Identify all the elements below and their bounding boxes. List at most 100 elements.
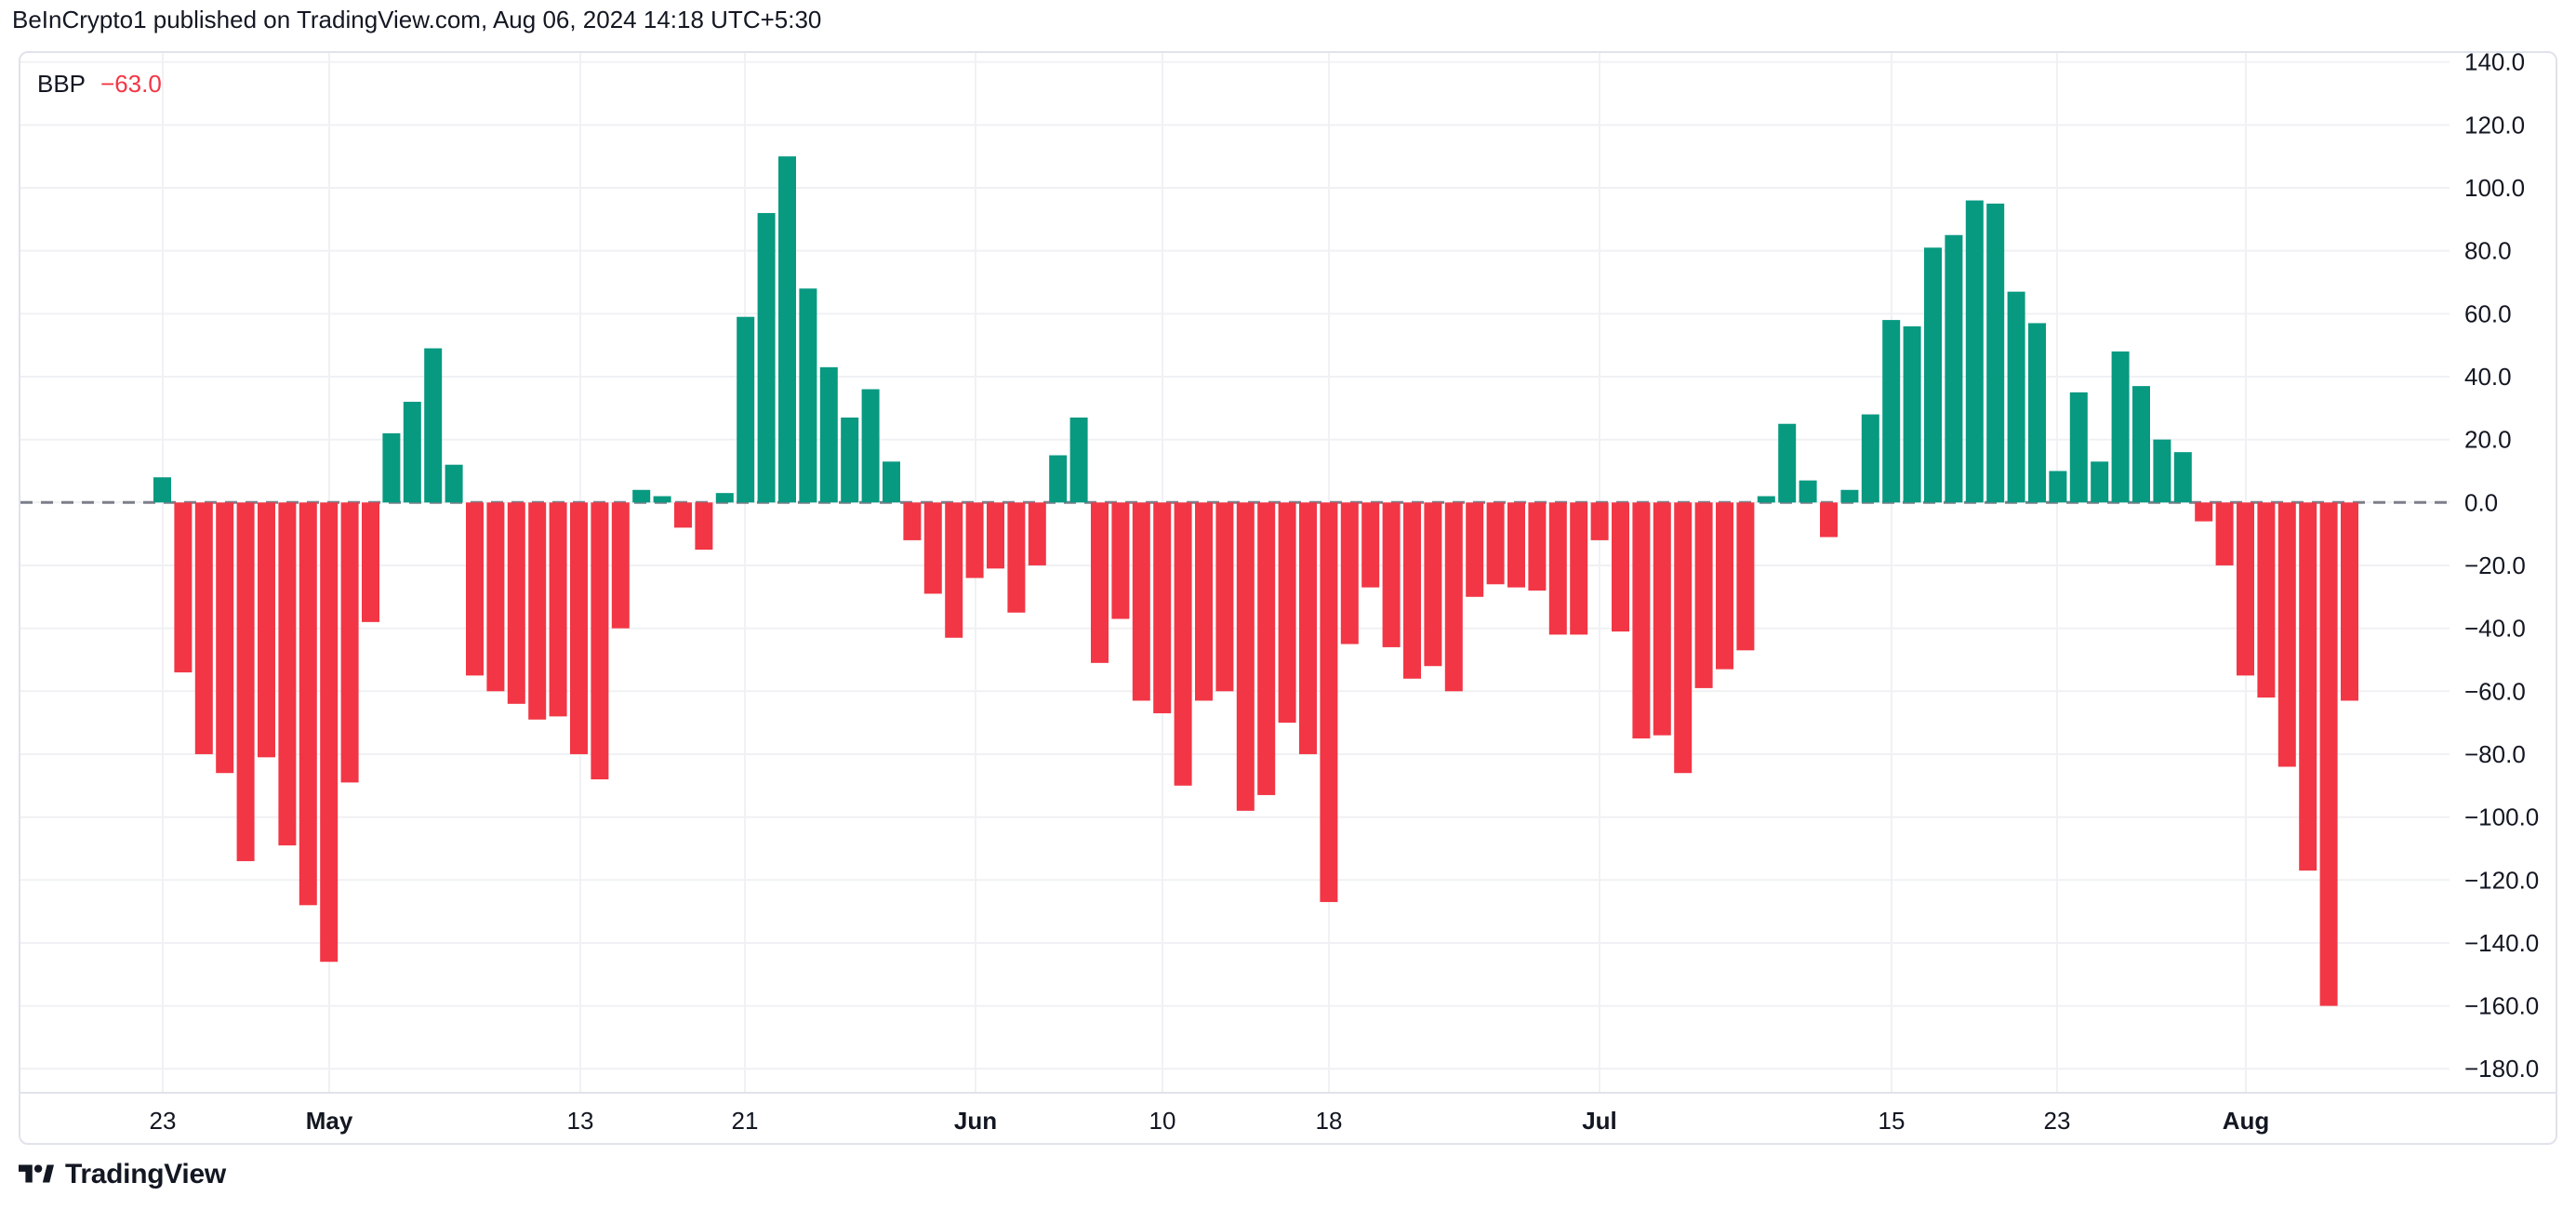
- bbp-bar: [841, 417, 859, 503]
- x-tick-label: 18: [1316, 1107, 1343, 1135]
- bbp-bar: [1632, 502, 1651, 739]
- x-tick-label: 23: [150, 1107, 177, 1135]
- y-tick-label: −120.0: [2464, 866, 2539, 894]
- y-tick-label: −180.0: [2464, 1055, 2539, 1083]
- bbp-bar: [445, 464, 463, 503]
- bbp-bar: [258, 502, 275, 758]
- indicator-legend[interactable]: BBP −63.0: [37, 70, 162, 99]
- bbp-bar: [2132, 386, 2150, 503]
- bbp-bar: [466, 502, 484, 676]
- y-tick-label: 80.0: [2464, 237, 2512, 265]
- bbp-bar: [1069, 417, 1088, 503]
- bbp-bar: [1215, 502, 1234, 692]
- bbp-bar: [299, 502, 317, 906]
- bbp-bar: [1903, 326, 1921, 503]
- bbp-bar: [2007, 291, 2025, 503]
- bbp-bar: [1590, 502, 1609, 540]
- bbp-bar: [1507, 502, 1525, 588]
- bbp-bar: [632, 489, 651, 503]
- bbp-bar: [611, 502, 630, 629]
- bbp-bar: [1340, 502, 1359, 644]
- bbp-bar: [362, 502, 379, 622]
- bbp-bar: [799, 288, 817, 503]
- bbp-bar: [1757, 496, 1775, 503]
- bbp-bar: [1986, 203, 2005, 503]
- x-tick-label: Aug: [2223, 1107, 2270, 1135]
- bbp-bar: [1195, 502, 1213, 701]
- bbp-bar: [2319, 502, 2338, 1006]
- bbp-bar: [194, 502, 213, 754]
- bbp-bar: [340, 502, 359, 783]
- chart-widget[interactable]: 140.0 120.0 100.0 80.0 60.0 40.0 20.0 0.0 −20.0 −…: [19, 51, 2557, 1145]
- bbp-bar: [715, 493, 734, 503]
- time-axis-labels[interactable]: 23 May 13 21 Jun 10 18 Jul 15 23 Aug: [150, 1107, 2270, 1135]
- bbp-bar: [1965, 200, 1984, 503]
- bbp-bar: [2277, 502, 2296, 767]
- bbp-bar: [1882, 320, 1901, 503]
- bbp-bar: [861, 389, 880, 503]
- bbp-bar: [883, 461, 900, 503]
- y-tick-label: 120.0: [2464, 111, 2525, 139]
- bbp-bar: [1528, 502, 1547, 591]
- bbp-bar: [424, 348, 443, 503]
- bbp-bar: [1694, 502, 1713, 688]
- bbp-bar: [174, 502, 193, 672]
- bbp-bar: [778, 156, 796, 503]
- bbp-bar: [1361, 502, 1380, 588]
- y-tick-label: −80.0: [2464, 740, 2526, 768]
- bbp-bar: [1257, 502, 1276, 795]
- y-tick-label: −160.0: [2464, 992, 2539, 1020]
- bbp-bar: [1028, 502, 1046, 565]
- bbp-bar: [1466, 502, 1484, 597]
- bbp-bar: [757, 213, 776, 503]
- indicator-value: −63.0: [100, 70, 162, 98]
- x-tick-label: 13: [567, 1107, 594, 1135]
- bbp-bar: [1840, 489, 1859, 503]
- bbp-bar: [1653, 502, 1671, 736]
- bbp-bar: [1945, 234, 1963, 503]
- bbp-bar: [1820, 502, 1838, 538]
- bbp-bar: [320, 502, 339, 963]
- price-axis-labels[interactable]: 140.0 120.0 100.0 80.0 60.0 40.0 20.0 0.0 −20.0 −…: [2464, 53, 2539, 1083]
- bbp-bar: [903, 502, 922, 540]
- bbp-bar: [1716, 502, 1733, 670]
- bbp-bar: [1111, 502, 1130, 619]
- bbp-bar: [236, 502, 255, 861]
- bbp-bar: [695, 502, 713, 551]
- bbp-bar: [653, 496, 671, 503]
- bbp-bar: [2049, 471, 2067, 503]
- x-tick-label: 15: [1879, 1107, 1905, 1135]
- bbp-bar: [1674, 502, 1693, 774]
- y-tick-label: 20.0: [2464, 426, 2512, 454]
- y-tick-label: −40.0: [2464, 615, 2526, 643]
- footer-brand[interactable]: TradingView: [19, 1159, 226, 1190]
- bbp-histogram-chart[interactable]: 140.0 120.0 100.0 80.0 60.0 40.0 20.0 0.0 −20.0 −…: [20, 53, 2556, 1143]
- y-tick-label: 60.0: [2464, 299, 2512, 327]
- bbp-bar: [591, 502, 609, 780]
- bbp-bar: [1486, 502, 1505, 585]
- bbp-bar: [549, 502, 567, 717]
- bbp-bar: [1403, 502, 1421, 679]
- bbp-bar: [1132, 502, 1150, 701]
- bbp-bar: [1278, 502, 1296, 724]
- bbp-bar: [1320, 502, 1338, 902]
- bbp-bar: [2257, 502, 2276, 698]
- x-tick-label: Jul: [1582, 1107, 1617, 1135]
- bbp-bar: [737, 316, 755, 503]
- bbp-bar: [2215, 502, 2234, 565]
- bbp-bar: [1091, 502, 1109, 663]
- y-tick-label: 140.0: [2464, 53, 2525, 76]
- bbp-bar: [1612, 502, 1629, 632]
- y-tick-label: −60.0: [2464, 677, 2526, 705]
- indicator-name[interactable]: BBP: [37, 70, 86, 98]
- bbp-bar: [1299, 502, 1317, 754]
- bbp-bar: [987, 502, 1004, 569]
- bbp-bar: [1236, 502, 1255, 811]
- bbp-bar: [1799, 480, 1817, 503]
- footer-brand-text[interactable]: TradingView: [65, 1159, 226, 1189]
- y-tick-label: 0.0: [2464, 488, 2498, 516]
- bbp-bar: [1049, 455, 1068, 503]
- bbp-bar: [2237, 502, 2254, 676]
- y-tick-label: −100.0: [2464, 804, 2539, 831]
